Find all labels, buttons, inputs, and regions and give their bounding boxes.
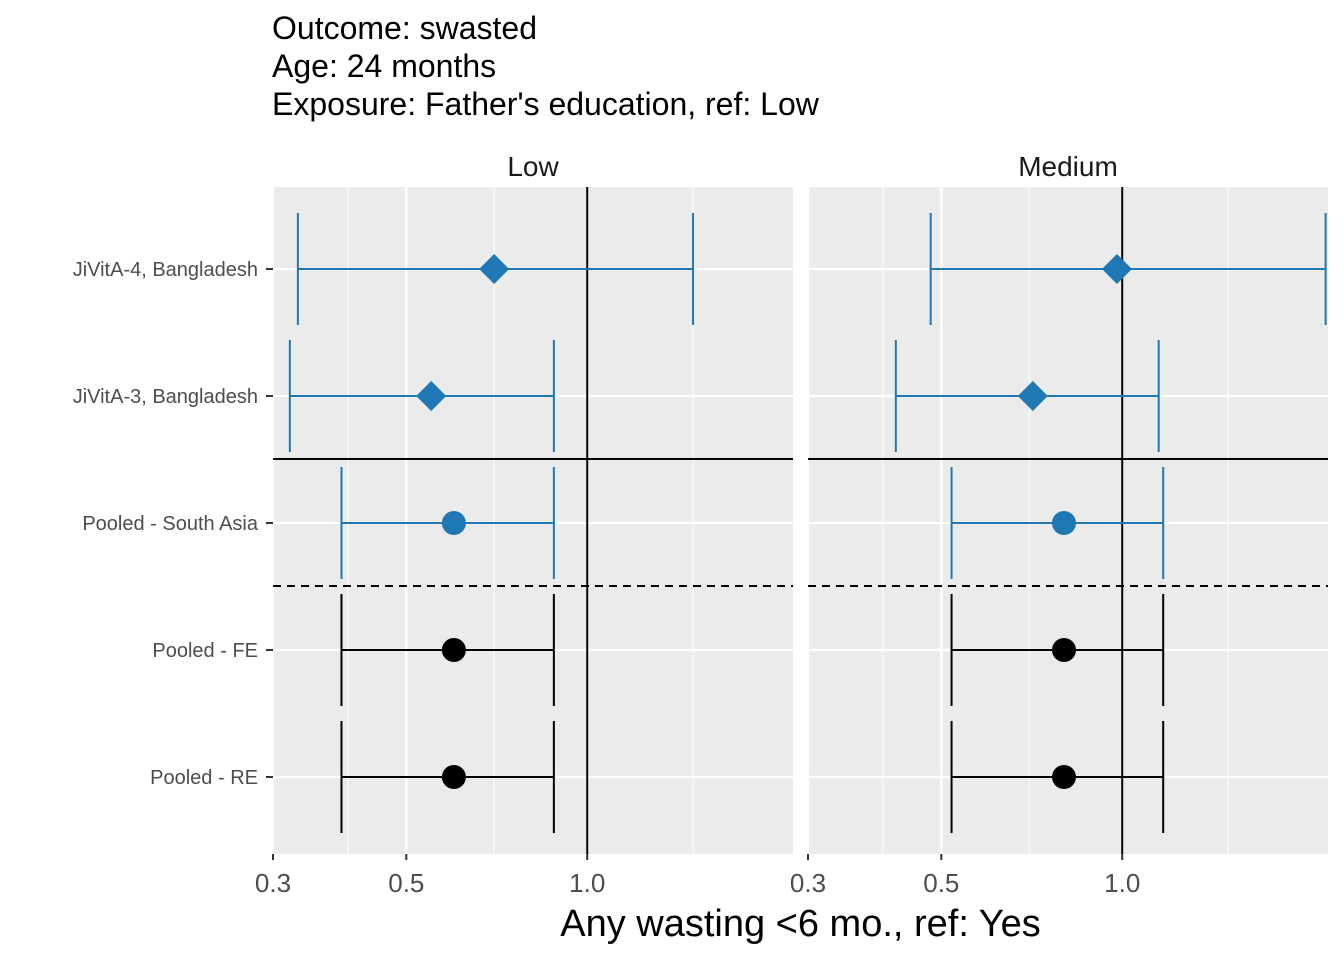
y-tick-label: JiVitA-3, Bangladesh: [73, 386, 258, 408]
y-tick-label: Pooled - South Asia: [82, 513, 259, 535]
estimate-diamond: [416, 381, 447, 411]
estimate-point: [441, 765, 466, 789]
chart-title-line-2: Age: 24 months: [272, 48, 497, 84]
y-tick-label: JiVitA-4, Bangladesh: [73, 259, 258, 281]
estimate-diamond: [1101, 254, 1132, 284]
y-tick-label: Pooled - RE: [150, 767, 258, 789]
x-tick-label: 0.3: [255, 868, 291, 898]
estimate-diamond: [1017, 381, 1048, 411]
x-axis-title: Any wasting <6 mo., ref: Yes: [560, 903, 1041, 945]
estimate-point: [1051, 765, 1076, 789]
estimate-point: [1051, 638, 1076, 662]
chart-title-line-3: Exposure: Father's education, ref: Low: [272, 86, 819, 122]
estimate-diamond: [479, 254, 510, 284]
estimate-point: [441, 638, 466, 662]
estimate-point: [1051, 511, 1076, 535]
panel-strip-label: Low: [507, 151, 559, 182]
x-tick-label: 0.5: [923, 868, 959, 898]
y-tick-label: Pooled - FE: [152, 640, 258, 662]
chart-title-line-1: Outcome: swasted: [272, 10, 537, 46]
x-tick-label: 0.3: [790, 868, 826, 898]
x-tick-label: 1.0: [569, 868, 605, 898]
panel-background: [273, 187, 793, 854]
estimate-point: [441, 511, 466, 535]
x-tick-label: 1.0: [1104, 868, 1140, 898]
x-tick-label: 0.5: [388, 868, 424, 898]
panel-strip-label: Medium: [1018, 151, 1118, 182]
